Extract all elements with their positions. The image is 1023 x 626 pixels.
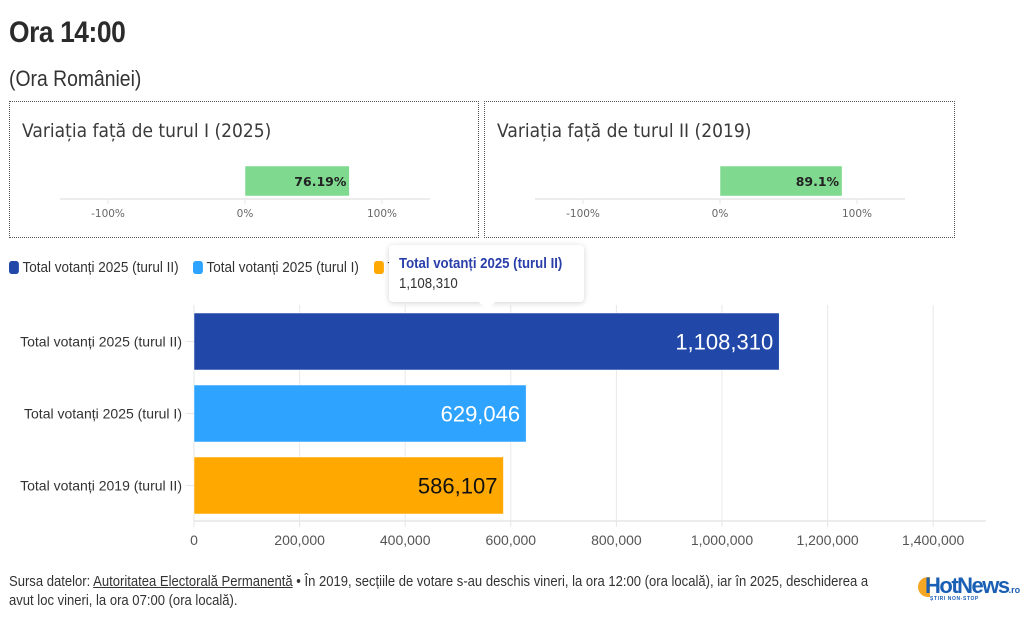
category-label: Total votanți 2025 (turul II) xyxy=(20,334,182,350)
bar-value-label: 1,108,310 xyxy=(675,330,773,355)
variation-panel-title: Variația față de turul I (2025) xyxy=(22,120,272,142)
tooltip-value: 1,108,310 xyxy=(399,275,458,292)
logo-name: HotNews xyxy=(925,573,1010,598)
legend-item-2025-round2[interactable]: Total votanți 2025 (turul II) xyxy=(9,259,179,276)
tick-label: 100% xyxy=(367,208,397,220)
source-prefix: Sursa datelor: xyxy=(9,574,94,590)
tick-label: 100% xyxy=(842,208,872,220)
tick-label: 1,400,000 xyxy=(902,532,964,548)
legend-label: Total votanți 2025 (turul II) xyxy=(22,259,179,276)
tick-label: -100% xyxy=(566,208,600,220)
variation-chart-2019: -100% 0% 100% 89.1% xyxy=(535,165,905,220)
bar-value-label: 586,107 xyxy=(418,474,498,499)
bar xyxy=(193,312,780,371)
page-title: Ora 14:00 xyxy=(9,16,126,49)
tick-label: 0 xyxy=(190,532,198,548)
tick-label: -100% xyxy=(91,208,125,220)
variation-bar xyxy=(719,165,843,197)
variation-panel-round1: Variația față de turul I (2025) -100% 0% 1… xyxy=(9,101,479,238)
bar xyxy=(193,384,527,443)
tick-label: 0% xyxy=(237,208,254,220)
source-link[interactable]: Autoritatea Electorală Permanentă xyxy=(93,574,293,590)
variation-bar-label: 89.1% xyxy=(796,174,840,189)
variation-panel-2019: Variația față de turul II (2019) -100% 0%… xyxy=(484,101,955,238)
tick-label: 1,000,000 xyxy=(691,532,753,548)
tick-label: 800,000 xyxy=(591,532,642,548)
tick-label: 600,000 xyxy=(485,532,536,548)
bar-value-label: 629,046 xyxy=(441,402,521,427)
chart-footer: Sursa datelor: Autoritatea Electorală Pe… xyxy=(9,573,891,611)
category-label: Total votanți 2025 (turul I) xyxy=(24,406,182,422)
legend-swatch xyxy=(9,261,19,274)
logo-tagline: ȘTIRI NON-STOP xyxy=(930,596,979,602)
variation-chart-round1: -100% 0% 100% 76.19% xyxy=(60,165,430,220)
tick-label: 1,200,000 xyxy=(796,532,858,548)
variation-bar-label: 76.19% xyxy=(294,174,347,189)
legend-item-2025-round1[interactable]: Total votanți 2025 (turul I) xyxy=(193,259,359,276)
tick-label: 0% xyxy=(712,208,729,220)
variation-bar xyxy=(244,165,350,197)
tooltip-title: Total votanți 2025 (turul II) xyxy=(399,255,563,272)
footer-note: • În 2019, secțiile de votare s-au desch… xyxy=(9,574,869,609)
variation-panel-title: Variația față de turul II (2019) xyxy=(497,120,752,142)
page-subtitle: (Ora României) xyxy=(9,66,142,91)
legend-swatch xyxy=(193,261,204,274)
legend-swatch xyxy=(373,261,384,274)
chart-tooltip: Total votanți 2025 (turul II) 1,108,310 xyxy=(389,245,584,310)
hotnews-logo[interactable]: HotNews.ro ȘTIRI NON-STOP xyxy=(918,573,1022,604)
tick-label: 200,000 xyxy=(274,532,325,548)
logo-sun-icon xyxy=(918,577,930,597)
bar xyxy=(193,456,504,515)
category-label: Total votanți 2019 (turul II) xyxy=(20,478,182,494)
legend-label: Total votanți 2025 (turul I) xyxy=(206,259,360,276)
turnout-bar-chart: 0 200,000 400,000 600,000 800,000 1,000,000 1,… xyxy=(20,305,986,548)
logo-suffix: .ro xyxy=(1008,585,1021,595)
tick-label: 400,000 xyxy=(380,532,431,548)
